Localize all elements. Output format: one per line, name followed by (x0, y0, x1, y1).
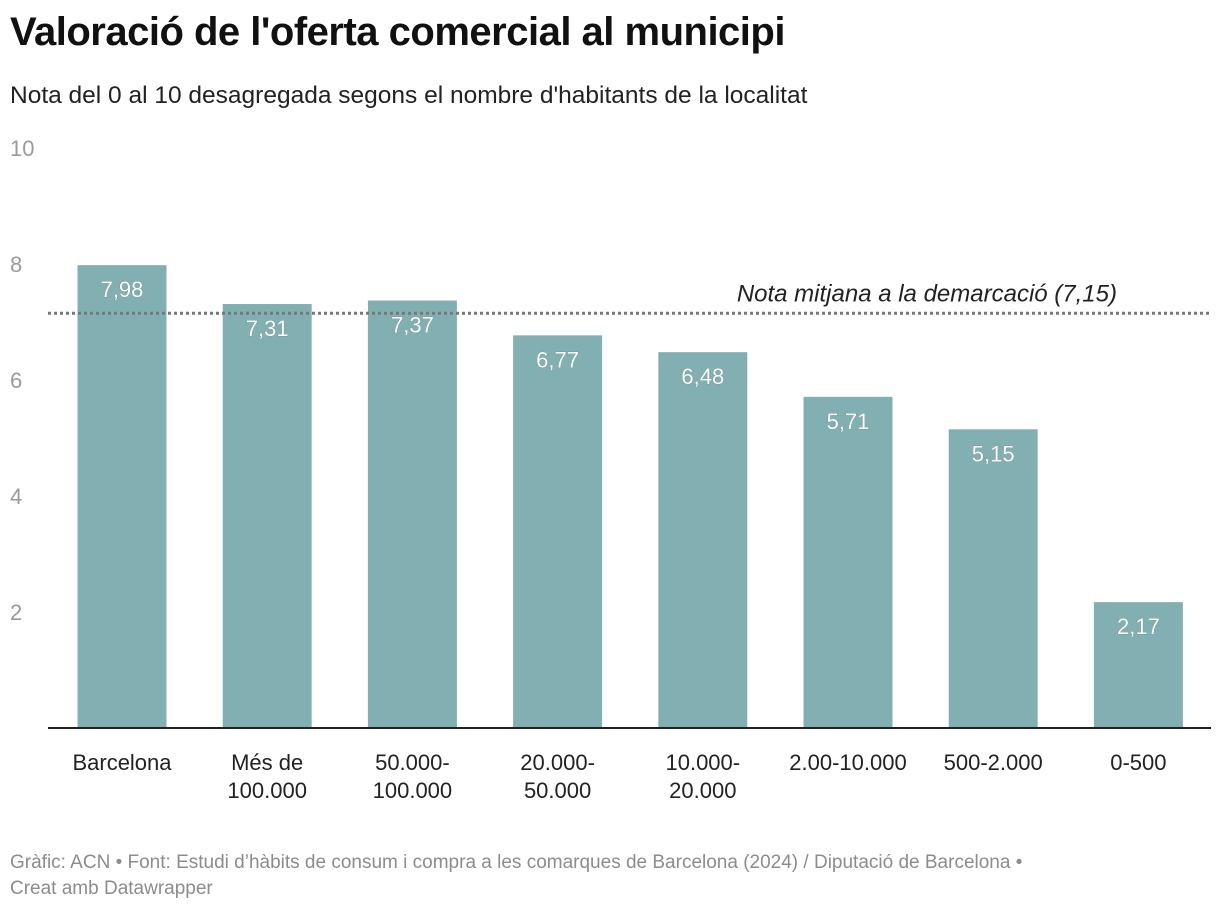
bar-value-label: 6,77 (536, 347, 579, 372)
x-tick-label: Més de (231, 750, 303, 775)
y-tick-label: 4 (10, 484, 22, 509)
bar (367, 300, 457, 728)
x-tick-label: 100.000 (373, 778, 453, 803)
x-tick-label: 50.000- (375, 750, 450, 775)
bar-value-label: 7,98 (101, 277, 144, 302)
bar-value-label: 5,71 (827, 409, 870, 434)
bar (948, 429, 1038, 728)
x-tick-label: 2.00-10.000 (789, 750, 906, 775)
y-tick-label: 2 (10, 600, 22, 625)
bar-chart: 2 4 6 8 10 Nota mitjana a la demarcació (7,15… (10, 136, 1211, 803)
bar (77, 265, 167, 728)
x-tick-label: 0-500 (1110, 750, 1166, 775)
x-tick-label: 50.000 (524, 778, 591, 803)
footer-source: Gràfic: ACN • Font: Estudi d’hàbits de c… (10, 852, 1023, 873)
bar (513, 335, 603, 728)
chart-subtitle: Nota del 0 al 10 desagregada segons el n… (10, 82, 808, 109)
bar (658, 352, 748, 728)
x-tick-label: 20.000 (669, 778, 736, 803)
chart-title: Valoració de l'oferta comercial al munic… (10, 10, 785, 54)
x-tick-label: 10.000- (665, 750, 740, 775)
y-tick-label: 8 (10, 252, 22, 277)
x-tick-label: 20.000- (520, 750, 595, 775)
chart-footer: Gràfic: ACN • Font: Estudi d’hàbits de c… (10, 850, 1200, 902)
footer-credit: Creat amb Datawrapper (10, 878, 213, 899)
bar (1093, 602, 1183, 728)
bar-value-label: 5,15 (972, 441, 1015, 466)
x-tick-label: 500-2.000 (944, 750, 1043, 775)
reference-line-label: Nota mitjana a la demarcació (7,15) (737, 280, 1117, 307)
x-tick-label: 100.000 (227, 778, 307, 803)
bar (222, 304, 312, 728)
bar-value-label: 7,31 (246, 316, 289, 341)
bar-value-label: 2,17 (1117, 614, 1160, 639)
y-tick-label: 6 (10, 368, 22, 393)
x-tick-label: Barcelona (72, 750, 172, 775)
bar-value-label: 7,37 (391, 313, 434, 338)
y-tick-label: 10 (10, 136, 34, 161)
bar-value-label: 6,48 (681, 364, 724, 389)
bar (803, 396, 893, 728)
